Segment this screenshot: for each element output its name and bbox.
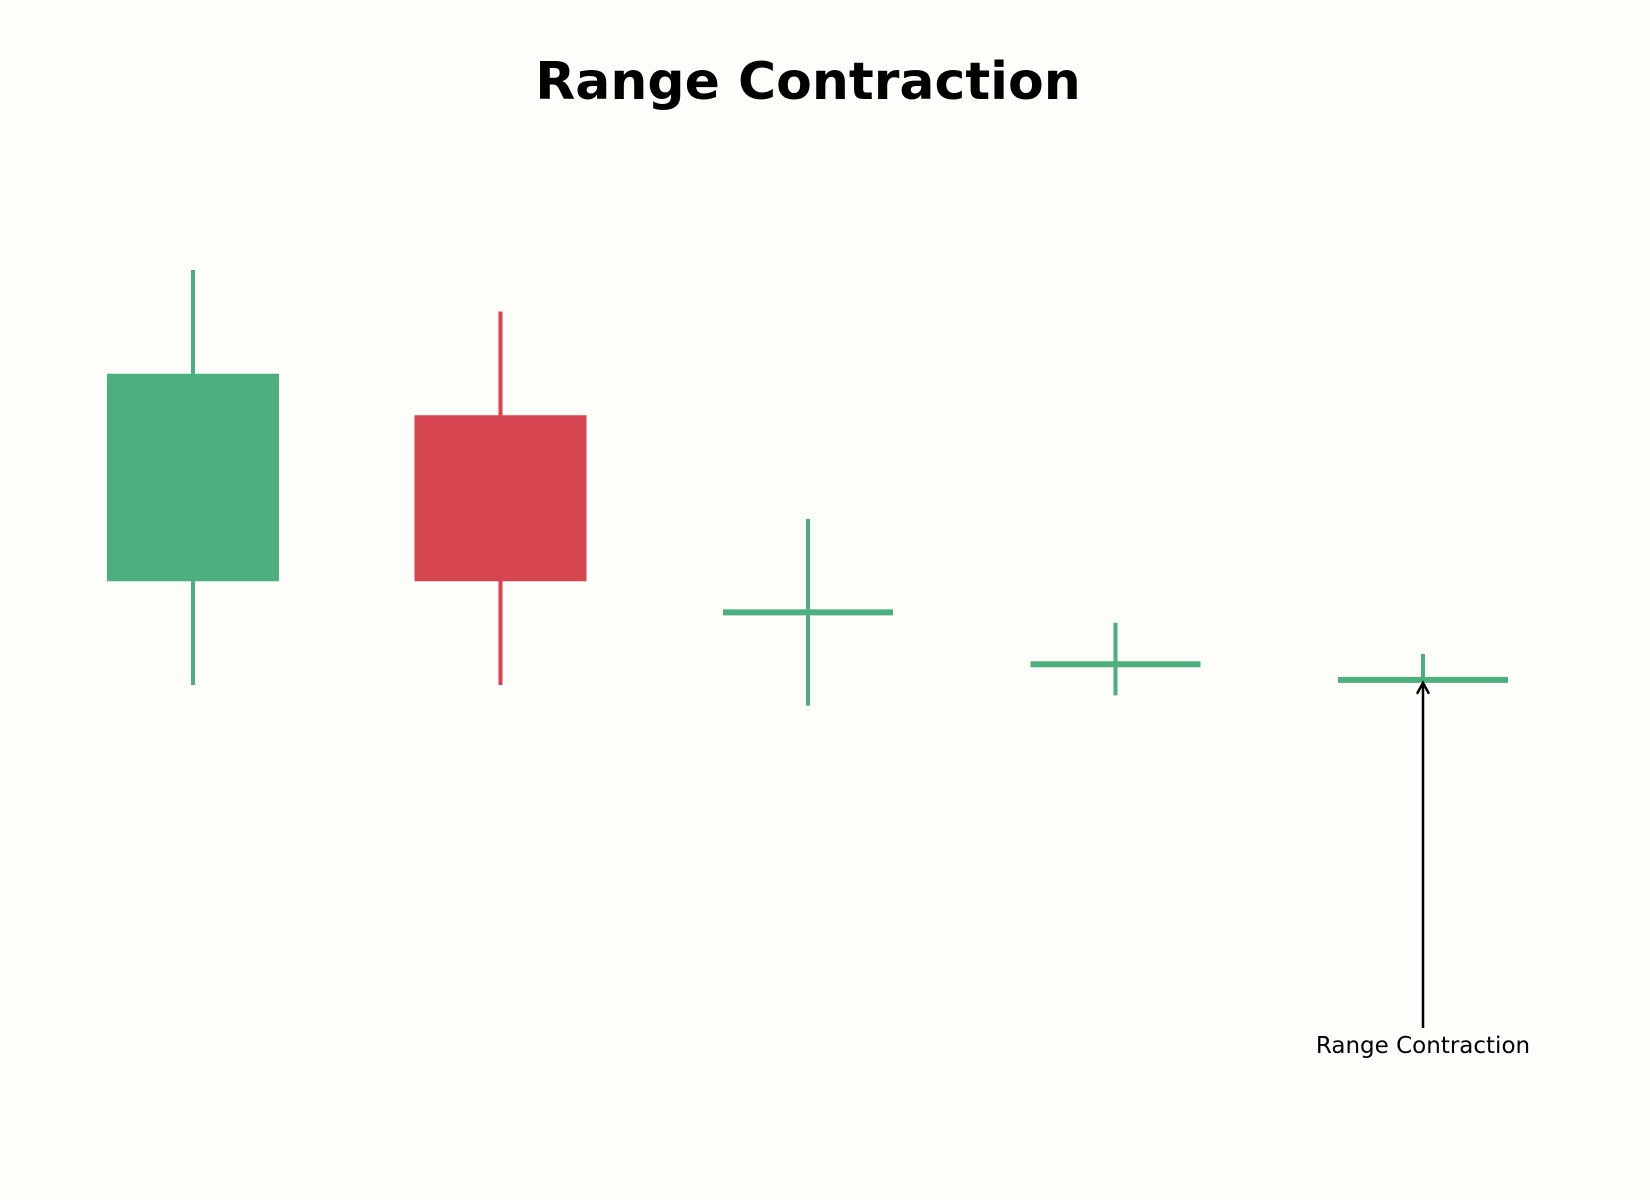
candlestick-chart: Range Contraction: [107, 270, 1530, 1059]
chart-title: Range Contraction: [535, 52, 1081, 112]
candle-1-body: [107, 373, 279, 582]
candle-3: [723, 519, 893, 706]
annotations-layer: Range Contraction: [1316, 680, 1530, 1059]
candle-4: [1030, 622, 1201, 696]
annotation-arrow-head: [1415, 680, 1431, 695]
candle-5: [1338, 653, 1508, 683]
candle-2: [414, 311, 587, 685]
candle-2-body: [414, 415, 587, 582]
candles-layer: [107, 270, 1508, 706]
annotation-label: Range Contraction: [1316, 1033, 1530, 1059]
candle-1: [107, 270, 279, 685]
annotation-1: Range Contraction: [1316, 680, 1530, 1059]
